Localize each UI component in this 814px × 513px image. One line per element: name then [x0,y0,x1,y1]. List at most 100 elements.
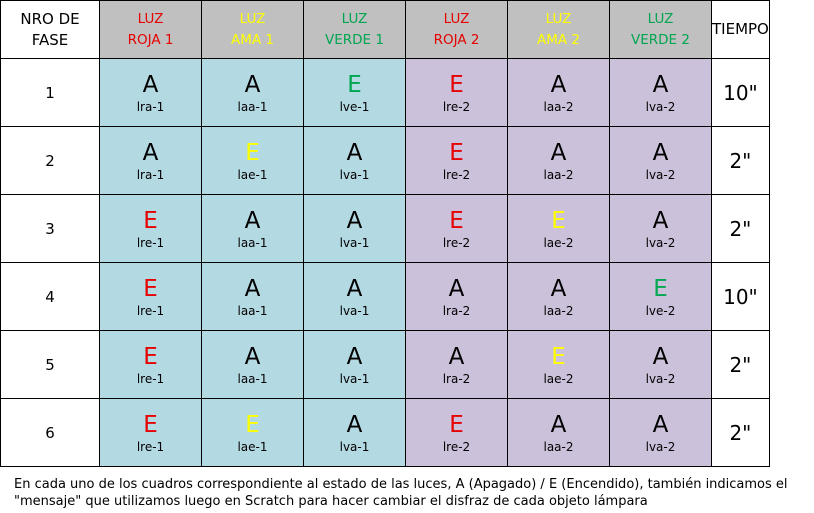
scratch-message-label: lva-2 [645,235,676,250]
scratch-message-label: lra-2 [442,371,471,386]
light-state-letter: E [245,139,260,166]
light-state-letter: A [652,139,669,166]
scratch-message-label: laa-2 [543,439,574,454]
light-state-letter: E [143,343,158,370]
light-state-letter: A [550,275,567,302]
phase-number-cell: 6 [0,398,100,467]
scratch-message-label: laa-2 [543,303,574,318]
scratch-message-label: lae-2 [543,235,574,250]
column-header-1: LUZ ROJA 1 [99,0,202,59]
scratch-message-label: lva-1 [339,303,370,318]
scratch-message-label: lre-1 [136,235,165,250]
scratch-message-label: lva-1 [339,439,370,454]
column-header-7: TIEMPO [711,0,770,59]
light-state-letter: E [653,275,668,302]
light-state-letter: A [244,343,261,370]
light-state-letter: A [142,71,159,98]
light-state-letter: A [244,207,261,234]
scratch-message-label: lre-2 [442,99,471,114]
time-cell: 10" [711,58,770,127]
scratch-message-label: lre-2 [442,167,471,182]
light-state-letter: E [143,275,158,302]
column-header-line: AMA 2 [537,31,580,48]
column-header-line: LUZ [341,10,368,27]
light-state-letter: A [346,411,363,438]
column-header-line: AMA 1 [231,31,274,48]
light-state-letter: E [143,411,158,438]
light-state-letter: E [245,411,260,438]
light-state-letter: E [143,207,158,234]
column-header-line: ROJA 2 [433,31,480,48]
column-header-line: VERDE 2 [631,31,690,48]
column-header-line: LUZ [545,10,572,27]
column-header-3: LUZ VERDE 1 [303,0,406,59]
scratch-message-label: lva-2 [645,371,676,386]
column-header-line: ROJA 1 [127,31,174,48]
column-header-line: VERDE 1 [325,31,384,48]
scratch-message-label: lra-2 [442,303,471,318]
light-state-letter: E [347,71,362,98]
scratch-message-label: laa-2 [543,167,574,182]
phase-number-cell: 4 [0,262,100,331]
light-state-letter: A [448,275,465,302]
scratch-message-label: laa-1 [237,235,268,250]
time-cell: 2" [711,330,770,399]
light-state-letter: A [652,71,669,98]
column-header-5: LUZ AMA 2 [507,0,610,59]
light-state-letter: A [448,343,465,370]
scratch-message-label: lva-2 [645,439,676,454]
scratch-message-label: lae-1 [237,167,268,182]
scratch-message-label: lve-1 [339,99,370,114]
light-state-letter: A [550,71,567,98]
light-state-letter: A [244,71,261,98]
light-state-letter: E [551,207,566,234]
scratch-message-label: lva-1 [339,371,370,386]
scratch-message-label: laa-1 [237,99,268,114]
scratch-message-label: laa-2 [543,99,574,114]
scratch-message-label: lre-1 [136,439,165,454]
scratch-message-label: lae-1 [237,439,268,454]
time-cell: 2" [711,398,770,467]
column-header-0: NRO DE FASE [0,0,100,59]
phase-number-cell: 5 [0,330,100,399]
light-state-letter: A [346,139,363,166]
scratch-message-label: laa-1 [237,371,268,386]
light-state-letter: A [346,207,363,234]
light-state-letter: A [550,411,567,438]
scratch-message-label: lva-2 [645,99,676,114]
column-header-line: NRO DE [20,9,80,28]
column-header-2: LUZ AMA 1 [201,0,304,59]
scratch-message-label: lva-1 [339,167,370,182]
scratch-message-label: lve-2 [645,303,676,318]
phase-number-cell: 2 [0,126,100,195]
light-state-letter: A [652,207,669,234]
